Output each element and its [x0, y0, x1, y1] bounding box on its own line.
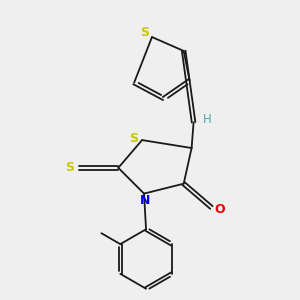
Text: O: O [215, 203, 226, 216]
Text: S: S [65, 161, 74, 174]
Text: S: S [140, 26, 149, 39]
Text: H: H [203, 112, 212, 126]
Text: N: N [140, 194, 150, 207]
Text: S: S [129, 132, 138, 145]
